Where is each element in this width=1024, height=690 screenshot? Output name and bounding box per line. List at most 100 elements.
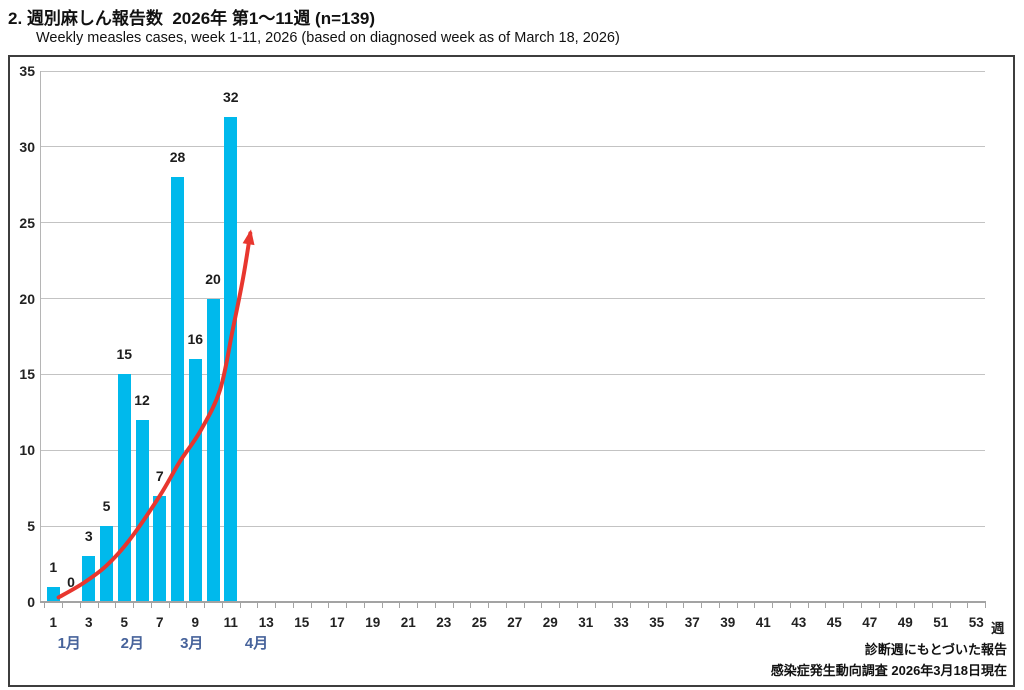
x-axis-tick xyxy=(772,603,774,608)
bar-value-label-week-8: 28 xyxy=(169,149,186,166)
x-axis-tick xyxy=(736,603,738,608)
x-axis-tick xyxy=(417,603,419,608)
gridline xyxy=(40,298,985,300)
y-axis-tick-label: 10 xyxy=(19,442,35,459)
x-axis-tick xyxy=(310,603,312,608)
x-axis-tick xyxy=(221,603,223,608)
x-axis-tick xyxy=(62,603,64,608)
x-axis-tick xyxy=(257,603,259,608)
x-axis-tick xyxy=(292,603,294,608)
gridline xyxy=(40,70,985,72)
x-axis-tick xyxy=(665,603,667,608)
gridline xyxy=(40,222,985,224)
x-axis-tick xyxy=(186,603,188,608)
footnote-line1: 診断週にもとづいた報告 xyxy=(864,642,1007,657)
bar-week-6 xyxy=(135,419,149,602)
x-axis-tick-label: 25 xyxy=(471,615,487,630)
x-axis-tick-label: 5 xyxy=(120,615,129,630)
x-axis-tick xyxy=(630,603,632,608)
x-axis-tick xyxy=(150,603,152,608)
x-axis-tick xyxy=(79,603,81,608)
x-axis-tick xyxy=(576,603,578,608)
gridline xyxy=(40,449,985,451)
x-axis-tick xyxy=(239,603,241,608)
bar-value-label-week-10: 20 xyxy=(205,270,221,287)
bar-value-label-week-11: 32 xyxy=(223,88,239,105)
x-axis-tick xyxy=(807,603,809,608)
x-axis-tick xyxy=(434,603,436,608)
x-axis-tick xyxy=(594,603,596,608)
y-axis-tick-label: 0 xyxy=(27,594,35,610)
x-axis-tick xyxy=(133,603,135,608)
x-axis-tick xyxy=(754,603,756,608)
bar-value-label-week-2: 0 xyxy=(67,574,75,590)
x-axis-tick xyxy=(275,603,277,608)
gridline xyxy=(40,146,985,148)
x-axis-tick xyxy=(896,603,898,608)
y-axis-tick-label: 5 xyxy=(27,518,35,535)
gridline xyxy=(40,525,985,527)
x-axis-tick-label: 19 xyxy=(365,615,381,630)
x-axis-tick xyxy=(523,603,525,608)
x-axis-tick xyxy=(701,603,703,608)
x-axis-tick xyxy=(843,603,845,608)
x-axis-tick xyxy=(949,603,951,608)
x-axis-tick-label: 37 xyxy=(684,615,700,630)
x-axis-tick xyxy=(647,603,649,608)
x-axis-tick xyxy=(399,603,401,608)
y-axis-tick-label: 15 xyxy=(19,366,35,383)
x-axis-tick-label: 17 xyxy=(329,615,345,630)
x-axis-tick-label: 43 xyxy=(791,615,807,630)
x-axis-unit-label: 週 xyxy=(991,621,1005,636)
x-axis-tick-label: 41 xyxy=(755,615,771,630)
x-axis-tick xyxy=(363,603,365,608)
x-axis-tick xyxy=(878,603,880,608)
x-axis-tick-label: 29 xyxy=(542,615,558,630)
x-axis-tick-label: 15 xyxy=(294,615,310,630)
bar-value-label-week-3: 3 xyxy=(84,528,93,545)
x-axis-tick-label: 53 xyxy=(968,615,984,630)
x-axis-tick-label: 33 xyxy=(613,615,629,630)
x-axis-tick xyxy=(718,603,720,608)
x-axis-tick xyxy=(559,603,561,608)
bar-value-label-week-5: 15 xyxy=(116,346,133,363)
x-axis-tick xyxy=(470,603,472,608)
month-label: 1月 xyxy=(57,635,81,652)
bar-week-1 xyxy=(46,586,60,602)
x-axis-tick-label: 7 xyxy=(156,615,164,630)
x-axis-tick-label: 21 xyxy=(400,615,416,630)
x-axis-tick-label: 35 xyxy=(649,615,665,630)
x-axis-tick xyxy=(97,603,99,608)
x-axis-tick xyxy=(683,603,685,608)
month-label: 4月 xyxy=(244,635,269,652)
bar-value-label-week-1: 1 xyxy=(49,558,58,575)
x-axis-tick xyxy=(115,603,117,608)
x-axis-tick xyxy=(204,603,206,608)
x-axis-tick xyxy=(452,603,454,608)
x-axis-tick xyxy=(168,603,170,608)
x-axis-tick-label: 39 xyxy=(720,615,736,630)
chart-frame: 0 5 10 15 20 25 30 35 1 0 3 5 15 12 7 28 16 20 32 1 3 5 7 9 11 13… xyxy=(8,55,1015,687)
x-axis-tick xyxy=(789,603,791,608)
plot-area: 0 5 10 15 20 25 30 35 1 0 3 5 15 12 7 28 16 20 32 1 3 5 7 9 11 13… xyxy=(10,57,1013,685)
y-axis-tick-label: 35 xyxy=(19,63,35,79)
bar-week-9 xyxy=(188,359,202,602)
y-axis-tick-label: 25 xyxy=(19,214,35,231)
x-axis-tick-label: 45 xyxy=(826,615,842,630)
x-axis-line xyxy=(40,601,986,603)
x-axis-tick xyxy=(381,603,383,608)
x-axis-tick-label: 9 xyxy=(191,615,200,630)
bar-week-7 xyxy=(153,495,167,602)
x-axis-tick xyxy=(931,603,933,608)
x-axis-tick xyxy=(328,603,330,608)
chart-title: 2. 週別麻しん報告数 2026年 第1～11週 (n=139) xyxy=(8,9,376,28)
bar-value-label-week-9: 16 xyxy=(187,331,204,348)
bar-value-label-week-6: 12 xyxy=(134,391,150,408)
x-axis-tick-label: 23 xyxy=(436,615,452,630)
bar-value-label-week-4: 5 xyxy=(102,498,111,515)
x-axis-tick-label: 3 xyxy=(85,615,93,630)
month-label: 3月 xyxy=(180,635,204,652)
x-axis-tick xyxy=(346,603,348,608)
bar-week-11 xyxy=(224,116,238,602)
